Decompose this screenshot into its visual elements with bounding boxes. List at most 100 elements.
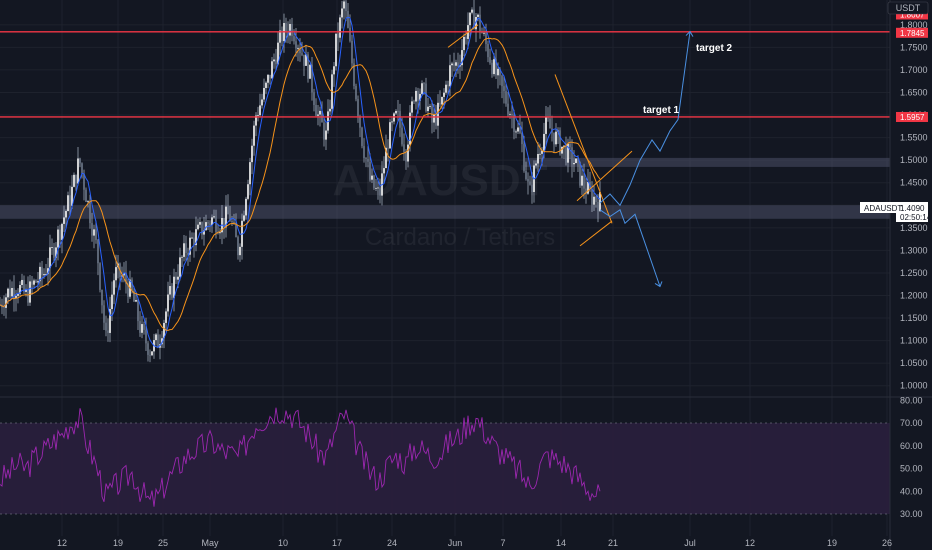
candle-body-72 <box>143 324 145 330</box>
candle-body-225 <box>449 65 451 87</box>
candle-body-211 <box>421 83 423 94</box>
rsi-tick-0: 80.00 <box>900 395 923 405</box>
candle-body-40 <box>79 158 81 164</box>
candle-body-230 <box>459 65 461 67</box>
candle-body-87 <box>173 276 175 299</box>
candle-body-17 <box>33 280 35 285</box>
trendline-top <box>447 24 479 48</box>
time-tick-10: 21 <box>608 538 618 548</box>
candle-body-163 <box>325 130 327 140</box>
candle-body-14 <box>27 288 29 303</box>
candle-body-138 <box>275 59 277 65</box>
rsi-band <box>0 423 890 514</box>
candle-body-98 <box>195 229 197 246</box>
candle-body-125 <box>249 162 251 185</box>
candle-body-114 <box>227 206 229 215</box>
candle-body-7 <box>13 287 15 299</box>
candle-body-294 <box>587 181 589 194</box>
candle-body-50 <box>99 263 101 290</box>
candle-body-182 <box>363 146 365 159</box>
candle-body-84 <box>167 294 169 312</box>
candle-body-97 <box>193 237 195 246</box>
price-tick-12: 1.2000 <box>900 290 928 300</box>
price-tick-14: 1.1000 <box>900 336 928 346</box>
target-2-label: target 2 <box>696 43 733 54</box>
candle-body-107 <box>213 216 215 218</box>
candle-body-123 <box>245 198 247 216</box>
current-symbol: ADAUSDT <box>864 204 902 213</box>
candle-body-273 <box>545 117 547 134</box>
candle-body-288 <box>575 158 577 164</box>
candle-body-34 <box>67 195 69 212</box>
candle-body-134 <box>267 74 269 83</box>
time-tick-2: 25 <box>158 538 168 548</box>
candle-body-140 <box>279 30 281 43</box>
level-tag-2: 1.5957 <box>900 113 925 122</box>
candle-body-297 <box>593 196 595 205</box>
candle-body-198 <box>395 110 397 114</box>
candle-body-178 <box>355 85 357 100</box>
candle-body-186 <box>371 175 373 180</box>
candle-body-28 <box>55 247 57 258</box>
candle-body-254 <box>507 103 509 115</box>
level-tag-1: 1.7845 <box>900 29 925 38</box>
candle-body-2 <box>3 307 5 309</box>
candle-body-119 <box>237 237 239 256</box>
time-tick-3: May <box>201 538 219 548</box>
candle-body-284 <box>567 143 569 163</box>
candle-body-54 <box>107 330 109 333</box>
candle-body-19 <box>37 281 39 283</box>
time-tick-9: 14 <box>556 538 566 548</box>
candle-body-176 <box>351 40 353 64</box>
candle-body-209 <box>417 90 419 101</box>
candle-body-172 <box>343 1 345 9</box>
candle-body-43 <box>85 189 87 203</box>
support-resistance-zones <box>0 157 890 219</box>
candle-body-146 <box>291 23 293 37</box>
candle-body-47 <box>93 229 95 236</box>
level-price-tags: 1.8007 1.7845 1.5957 <box>896 9 928 122</box>
time-tick-5: 17 <box>332 538 342 548</box>
candle-body-266 <box>531 184 533 192</box>
candle-body-265 <box>529 181 531 185</box>
candle-body-239 <box>477 14 479 17</box>
candle-body-237 <box>473 9 475 30</box>
candle-body-116 <box>231 220 233 222</box>
candle-body-179 <box>357 99 359 117</box>
candle-body-214 <box>427 106 429 112</box>
candle-body-126 <box>251 145 253 163</box>
candle-body-196 <box>391 121 393 123</box>
candle-body-244 <box>487 44 489 58</box>
candle-body-131 <box>261 99 263 106</box>
candle-body-53 <box>105 322 107 331</box>
candle-body-27 <box>53 247 55 258</box>
currency-badge[interactable] <box>887 1 929 15</box>
candle-body-68 <box>135 300 137 302</box>
candle-body-39 <box>77 158 79 184</box>
candle-body-42 <box>83 173 85 190</box>
candle-body-23 <box>45 274 47 275</box>
candle-body-89 <box>177 276 179 280</box>
candle-body-112 <box>223 218 225 228</box>
candle-body-283 <box>565 145 567 163</box>
candle-body-157 <box>313 92 315 105</box>
rsi-indicator <box>0 407 601 507</box>
candle-body-62 <box>123 272 125 276</box>
watermark-subtitle: Cardano / Tethers <box>365 224 555 251</box>
candle-body-223 <box>445 84 447 93</box>
candle-body-74 <box>147 343 149 355</box>
candle-body-158 <box>315 104 317 116</box>
candle-body-233 <box>465 36 467 39</box>
candle-body-269 <box>537 154 539 164</box>
candle-body-75 <box>149 354 151 356</box>
candle-body-275 <box>549 118 551 129</box>
candle-body-249 <box>497 68 499 76</box>
candle-body-6 <box>11 287 13 297</box>
level-tag-bg-0 <box>896 9 928 20</box>
time-axis: 12 19 25 May 10 17 24 Jun 7 14 21 Jul 12 19 26 <box>57 538 892 548</box>
candle-body-118 <box>235 222 237 238</box>
candle-body-184 <box>367 159 369 162</box>
candle-body-91 <box>181 256 183 258</box>
candle-body-271 <box>541 150 543 154</box>
